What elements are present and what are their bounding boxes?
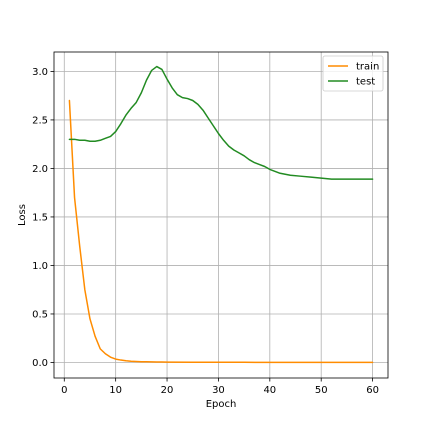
- y-tick-label: 0.5: [32, 309, 48, 320]
- legend-label-test: test: [356, 77, 375, 88]
- axis-ticks: 0 10 20 30 40 50 60 0.0 0.5 1.0 1.5 2.0 2.5 3.0: [32, 67, 379, 396]
- x-tick-label: 10: [109, 385, 122, 396]
- x-tick-label: 0: [61, 385, 67, 396]
- x-tick-label: 50: [315, 385, 328, 396]
- x-tick-label: 60: [366, 385, 379, 396]
- y-tick-label: 2.0: [32, 164, 48, 175]
- y-tick-label: 1.5: [32, 212, 48, 223]
- x-tick-label: 40: [263, 385, 276, 396]
- series-line-test: [68, 65, 374, 180]
- grid-lines: [54, 52, 388, 378]
- legend-box: [322, 55, 384, 92]
- y-tick-label: 0.0: [32, 358, 48, 369]
- plot-area: [54, 52, 388, 378]
- x-tick-label: 30: [212, 385, 225, 396]
- series-layer: [68, 65, 374, 364]
- y-tick-label: 1.0: [32, 261, 48, 272]
- legend-label-train: train: [356, 62, 379, 73]
- legend: train test: [322, 55, 384, 92]
- y-tick-label: 3.0: [32, 67, 48, 78]
- x-axis-title: Epoch: [206, 399, 237, 410]
- series-line-train: [68, 99, 374, 364]
- y-tick-label: 2.5: [32, 115, 48, 126]
- x-tick-label: 20: [161, 385, 174, 396]
- y-axis-title: Loss: [17, 204, 28, 226]
- plot-frame: [53, 51, 389, 379]
